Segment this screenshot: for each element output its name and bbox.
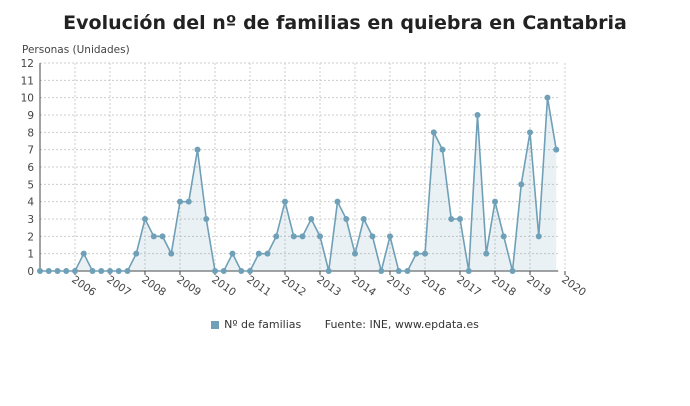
data-point [308, 216, 315, 222]
legend: Nº de familias Fuente: INE, www.epdata.e… [0, 318, 690, 331]
data-point [457, 216, 463, 222]
data-point [89, 268, 96, 274]
data-point [194, 146, 201, 153]
data-point [45, 268, 52, 274]
data-point [264, 250, 271, 257]
data-point [142, 216, 148, 222]
data-point [439, 146, 446, 153]
legend-series-label: Nº de familias [224, 318, 302, 331]
data-point [177, 198, 183, 205]
x-tick-label: 2012 [279, 274, 308, 299]
data-point [317, 233, 323, 240]
data-point [465, 268, 472, 274]
data-point [369, 233, 376, 240]
data-point [299, 233, 306, 240]
data-point [535, 233, 542, 240]
x-tick-label: 2006 [69, 274, 98, 299]
x-tick-label: 2011 [244, 274, 273, 299]
data-point [168, 250, 175, 257]
data-point [54, 268, 61, 274]
x-tick-label: 2014 [349, 274, 378, 299]
y-tick-label: 2 [27, 231, 34, 243]
source-text: Fuente: INE, www.epdata.es [324, 318, 479, 331]
chart-title: Evolución del nº de familias en quiebra … [63, 12, 627, 34]
y-tick-label: 12 [21, 58, 34, 70]
data-point [387, 233, 393, 240]
data-point [159, 233, 166, 240]
data-point [352, 250, 358, 257]
data-point [544, 94, 551, 101]
data-point [395, 268, 402, 274]
x-tick-label: 2009 [174, 274, 203, 299]
data-point [63, 268, 70, 274]
data-point [483, 250, 490, 257]
y-tick-label: 8 [27, 127, 34, 139]
x-tick-label: 2019 [524, 274, 553, 299]
data-point [80, 250, 87, 257]
y-tick-label: 6 [27, 162, 34, 174]
data-point [527, 129, 533, 136]
data-point [115, 268, 122, 274]
data-point [290, 233, 297, 240]
data-point [282, 198, 288, 205]
x-tick-label: 2007 [104, 274, 133, 299]
data-point [220, 268, 227, 274]
data-point [378, 268, 385, 274]
data-point [413, 250, 420, 257]
data-point [334, 198, 341, 205]
y-tick-label: 10 [21, 93, 34, 105]
data-point [98, 268, 105, 274]
x-tick-label: 2016 [419, 274, 448, 299]
data-point [422, 250, 428, 257]
y-tick-label: 9 [27, 110, 34, 122]
data-point [150, 233, 157, 240]
data-point [247, 268, 253, 274]
data-point [203, 216, 210, 222]
y-tick-label: 11 [21, 75, 34, 87]
y-tick-label: 3 [27, 214, 34, 226]
data-point [72, 268, 78, 274]
data-point [229, 250, 236, 257]
y-tick-label: 1 [27, 249, 34, 261]
y-tick-label: 4 [27, 197, 34, 209]
x-tick-label: 2017 [454, 274, 483, 299]
x-tick-label: 2013 [314, 274, 343, 299]
data-point [37, 268, 43, 274]
y-tick-label: 7 [27, 145, 34, 157]
y-tick-label: 0 [27, 266, 34, 278]
data-point [448, 216, 455, 222]
x-tick-label: 2020 [559, 274, 588, 299]
data-point [500, 233, 507, 240]
x-tick-label: 2018 [489, 274, 518, 299]
y-axis-label: Personas (Unidades) [22, 44, 130, 56]
data-point [273, 233, 280, 240]
data-point [255, 250, 262, 257]
legend-swatch [211, 321, 220, 329]
data-point [107, 268, 113, 274]
data-point [509, 268, 516, 274]
x-tick-label: 2015 [384, 274, 413, 299]
data-point [124, 268, 131, 274]
x-tick-label: 2008 [139, 274, 168, 299]
data-point [553, 146, 560, 153]
data-point [212, 268, 218, 274]
data-point [325, 268, 332, 274]
x-tick-label: 2010 [209, 274, 238, 299]
data-point [492, 198, 498, 205]
data-point [185, 198, 192, 205]
data-point [238, 268, 245, 274]
data-point [518, 181, 525, 188]
data-point [360, 216, 367, 222]
y-tick-label: 5 [27, 179, 34, 191]
data-point [133, 250, 140, 257]
data-point [474, 112, 481, 118]
data-point [404, 268, 411, 274]
data-point [430, 129, 437, 136]
data-point [343, 216, 350, 222]
